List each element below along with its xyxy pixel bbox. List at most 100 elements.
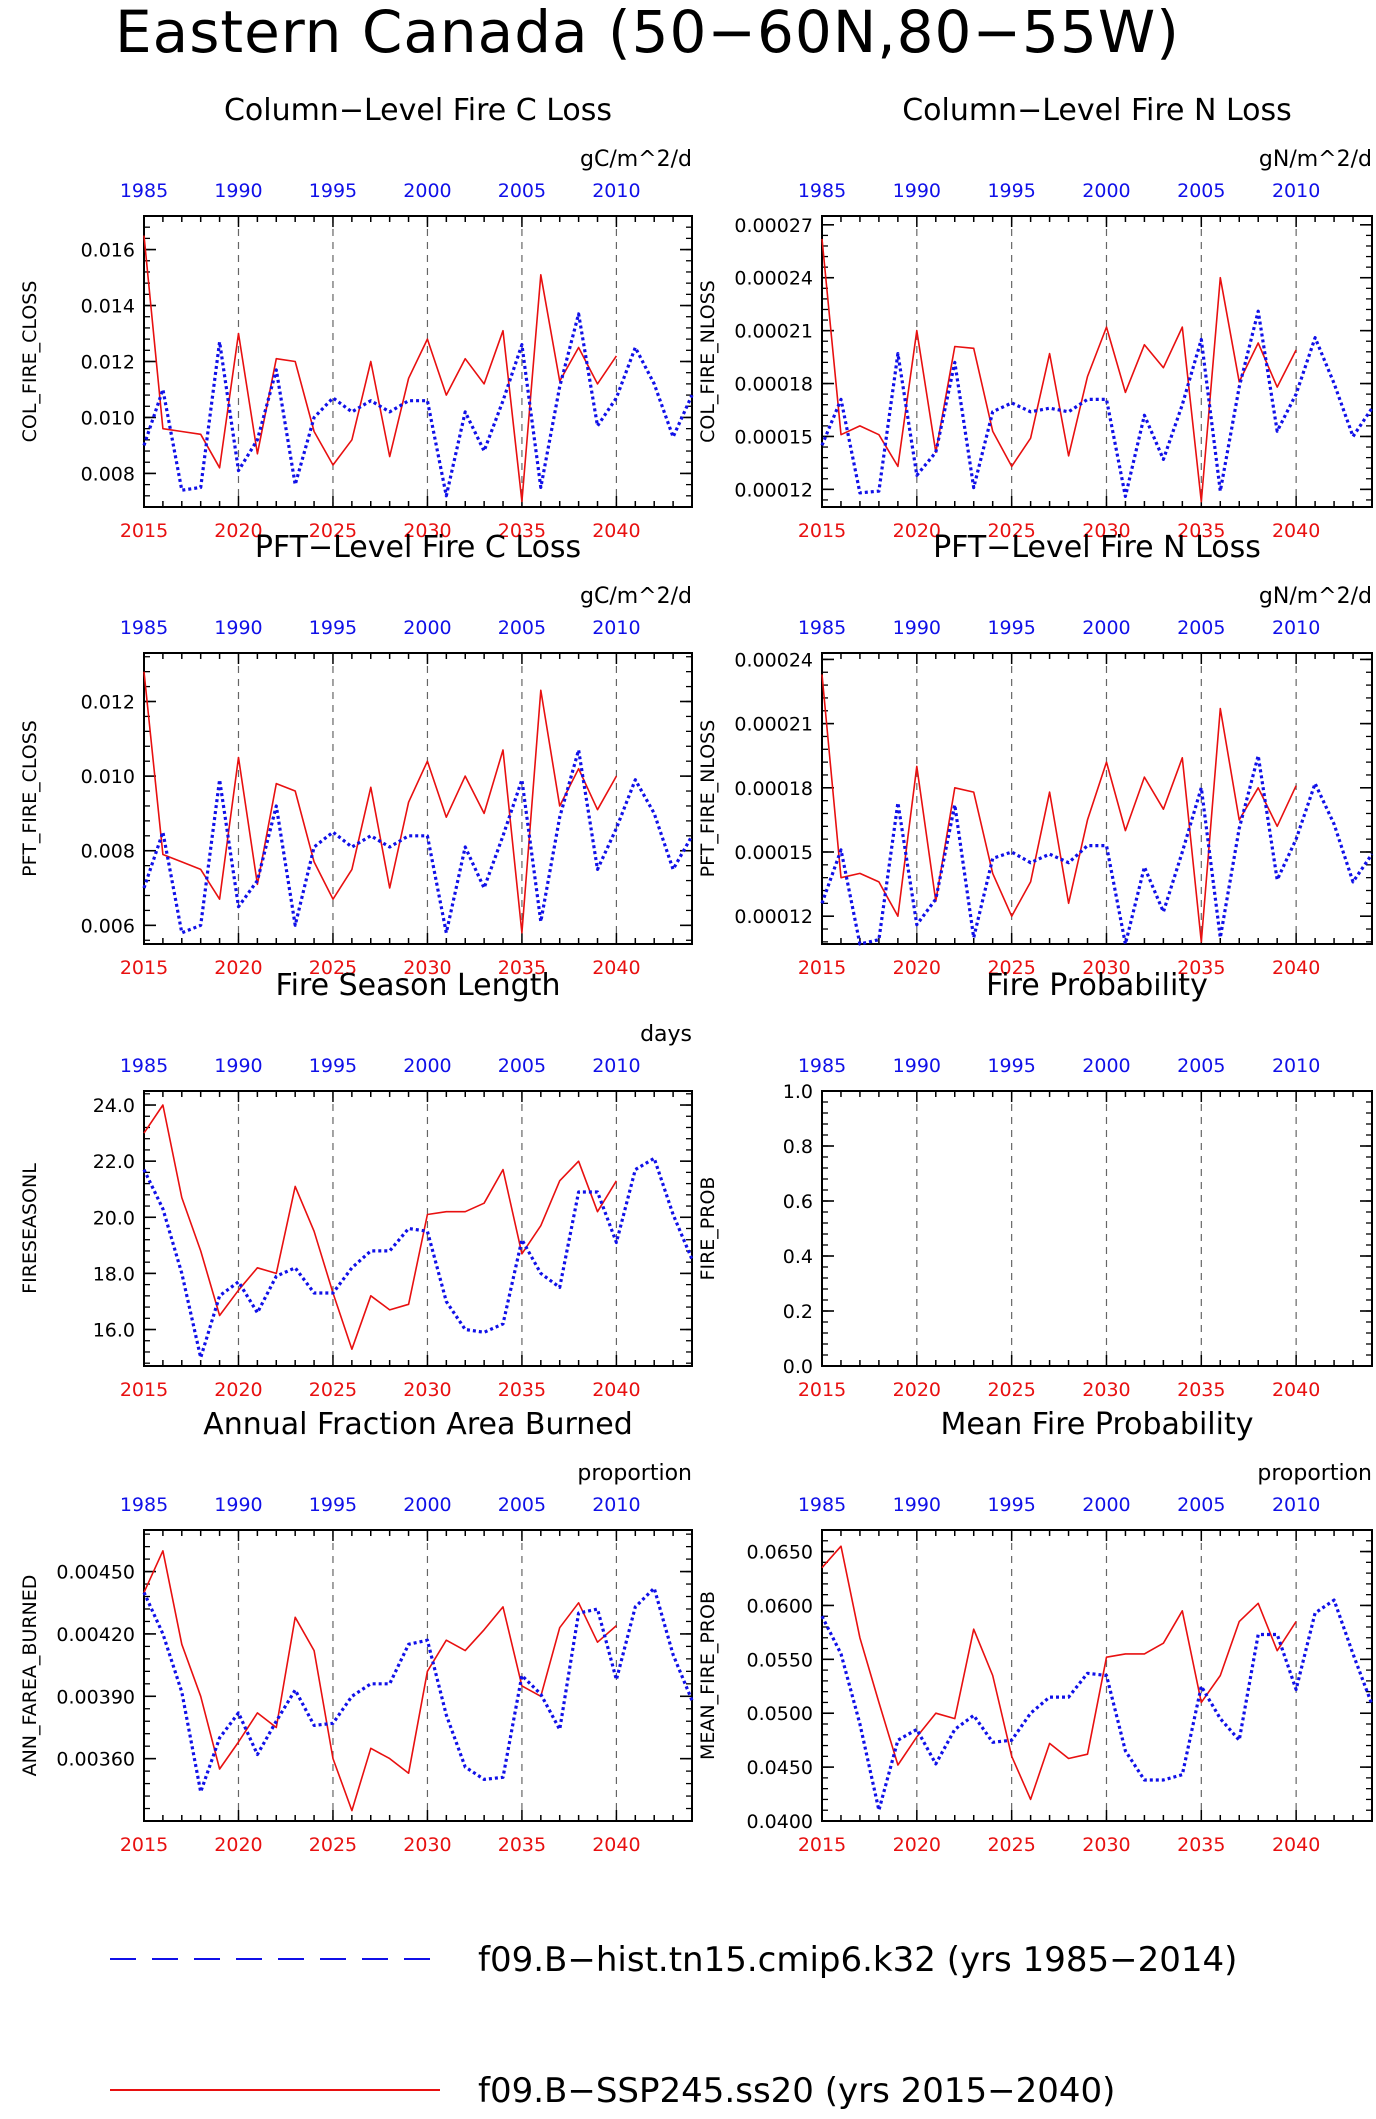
x-tick-label: 2030 [403,1834,451,1856]
top-tick-label: 1990 [214,617,262,639]
top-tick-label: 2000 [1082,180,1130,202]
y-tick-label: 0.00360 [56,1749,135,1771]
x-tick-label: 2040 [1272,520,1320,542]
plot-frame [143,1529,693,1822]
legend-hist-label: f09.B−hist.tn15.cmip6.k32 (yrs 1985−2014… [478,1940,1237,1980]
y-tick-label: 0.00021 [734,714,813,736]
y-tick-label: 16.0 [93,1320,135,1342]
top-tick-label: 1995 [309,617,357,639]
top-tick-label: 2010 [592,1494,640,1516]
y-tick-label: 0.4 [783,1246,813,1268]
plot-frame [821,652,1373,945]
x-tick-label: 2015 [798,957,846,979]
series-line-ssp [821,674,1297,943]
top-tick-label: 2005 [498,180,546,202]
y-tick-label: 0.0600 [747,1595,813,1617]
top-tick-label: 2000 [403,180,451,202]
top-tick-label: 2000 [1082,1494,1130,1516]
x-tick-label: 2030 [403,1379,451,1401]
x-tick-label: 2040 [1272,1379,1320,1401]
top-tick-label: 2000 [1082,1055,1130,1077]
y-axis-label: COL_FIRE_NLOSS [697,280,719,443]
x-tick-label: 2040 [592,1834,640,1856]
x-tick-label: 2015 [120,1379,168,1401]
y-tick-label: 18.0 [93,1263,135,1285]
series-line-ssp [821,1545,1297,1801]
y-axis-label: MEAN_FIRE_PROB [697,1591,719,1760]
top-tick-label: 1995 [987,1055,1035,1077]
y-tick-label: 0.00027 [734,215,813,237]
y-tick-label: 0.00024 [734,268,813,290]
chart-units: proportion [1257,1461,1372,1486]
y-tick-label: 1.0 [783,1081,813,1103]
y-tick-label: 0.00024 [734,649,813,671]
top-tick-label: 1995 [309,1055,357,1077]
x-tick-label: 2030 [1082,520,1130,542]
series-line-ssp [143,1550,617,1812]
chart-units: gC/m^2/d [580,584,692,609]
y-tick-label: 0.00021 [734,321,813,343]
top-tick-label: 1995 [987,180,1035,202]
x-tick-label: 2030 [1082,957,1130,979]
top-tick-label: 1995 [987,1494,1035,1516]
top-tick-label: 1985 [798,1055,846,1077]
series-line-hist [820,754,1374,946]
top-tick-label: 1985 [120,617,168,639]
x-tick-label: 2020 [893,957,941,979]
top-tick-label: 1990 [893,617,941,639]
chart-col_fire_nloss: Column−Level Fire N Loss gN/m^2/d 2015 2020… [697,93,1374,542]
top-tick-label: 2005 [498,1494,546,1516]
x-tick-label: 2025 [309,1834,357,1856]
y-tick-label: 0.00012 [734,906,813,928]
y-tick-label: 0.016 [81,240,135,262]
x-tick-label: 2040 [592,1379,640,1401]
x-tick-label: 2030 [1082,1379,1130,1401]
y-axis-label: PFT_FIRE_CLOSS [19,720,41,877]
legend: f09.B−hist.tn15.cmip6.k32 (yrs 1985−2014… [110,1940,1237,2111]
top-tick-label: 1995 [309,1494,357,1516]
x-tick-label: 2030 [403,520,451,542]
top-tick-label: 1990 [893,1494,941,1516]
plot-frame [821,1529,1373,1822]
y-tick-label: 0.0 [783,1356,813,1378]
chart-units: gN/m^2/d [1259,584,1372,609]
top-tick-label: 2010 [592,1055,640,1077]
top-tick-label: 2000 [403,617,451,639]
top-tick-label: 1985 [120,1055,168,1077]
y-tick-label: 0.010 [81,766,135,788]
chart-title: PFT−Level Fire C Loss [255,530,581,565]
series-line-ssp [143,235,618,503]
y-tick-label: 0.6 [783,1191,813,1213]
chart-units: days [640,1022,692,1047]
x-tick-label: 2030 [1082,1834,1130,1856]
top-tick-label: 1990 [214,1055,262,1077]
top-tick-label: 2000 [403,1494,451,1516]
chart-fire_prob: Fire Probability 2015 2020 2025 2030 2035 2040… [697,968,1373,1401]
top-tick-label: 2005 [498,617,546,639]
legend-ssp-label: f09.B−SSP245.ss20 (yrs 2015−2040) [478,2071,1115,2111]
top-tick-label: 1985 [798,1494,846,1516]
y-axis-label: FIRESEASONL [19,1163,41,1294]
top-tick-label: 1985 [798,617,846,639]
y-tick-label: 0.0550 [747,1649,813,1671]
top-tick-label: 1985 [120,180,168,202]
chart-title: Fire Probability [986,968,1208,1003]
top-tick-label: 2010 [1272,1055,1320,1077]
top-tick-label: 1990 [214,1494,262,1516]
x-tick-label: 2015 [120,520,168,542]
y-tick-label: 0.00018 [734,778,813,800]
top-tick-label: 2005 [1177,617,1225,639]
x-tick-label: 2015 [798,520,846,542]
y-tick-label: 24.0 [93,1095,135,1117]
y-tick-label: 0.014 [81,296,135,318]
top-tick-label: 2010 [1272,1494,1320,1516]
y-tick-label: 0.0650 [747,1542,813,1564]
chart-pft_fire_nloss: PFT−Level Fire N Loss gN/m^2/d 2015 2020 202… [697,530,1374,979]
chart-units: gC/m^2/d [580,147,692,172]
x-tick-label: 2015 [798,1834,846,1856]
x-tick-label: 2025 [309,520,357,542]
x-tick-label: 2035 [498,957,546,979]
series-line-hist [820,309,1374,498]
x-tick-label: 2035 [498,1379,546,1401]
